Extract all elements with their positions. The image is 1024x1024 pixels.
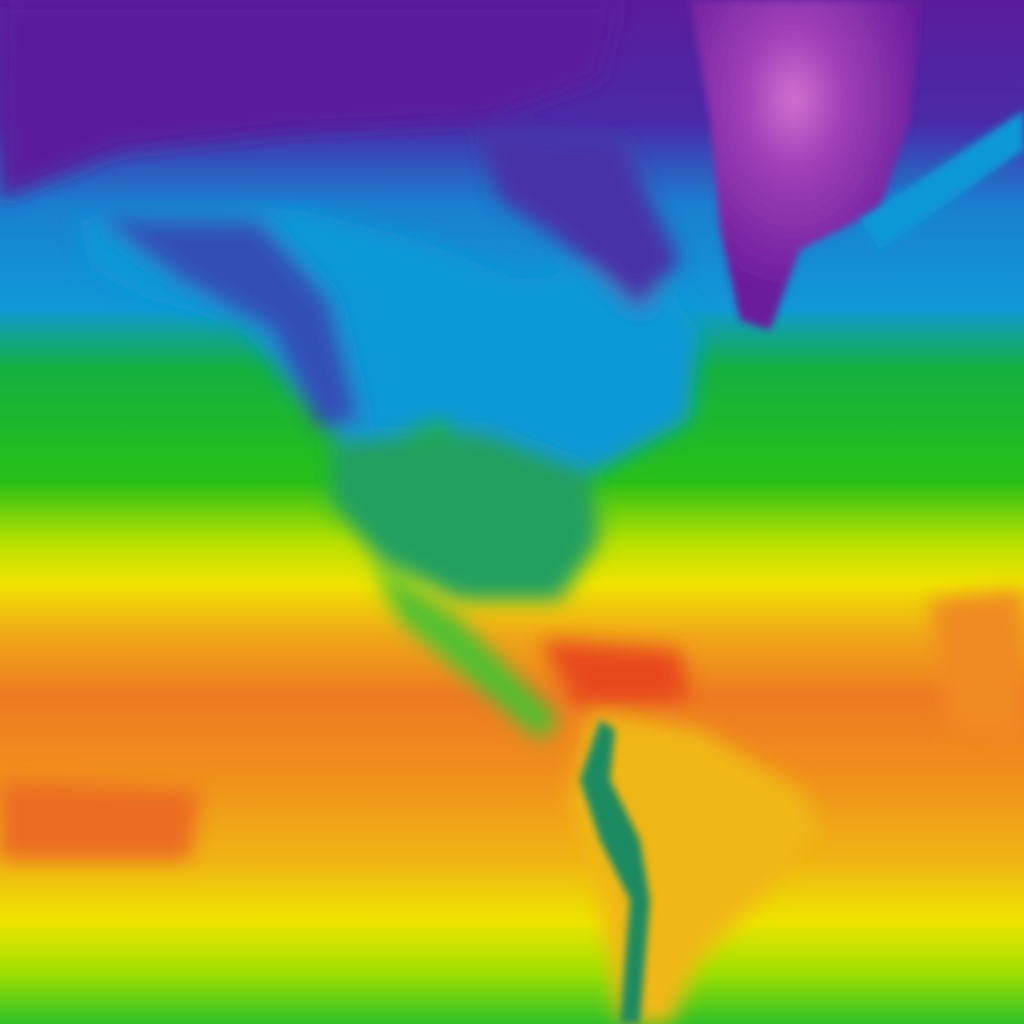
arctic-islands [480, 130, 680, 310]
andes [580, 720, 650, 1024]
central-america [370, 560, 560, 740]
us-interior [330, 430, 600, 600]
arctic [0, 0, 620, 200]
rockies-cold [100, 220, 360, 430]
pacific-warm [0, 780, 200, 860]
caribbean-warm [540, 640, 690, 710]
africa [930, 590, 1024, 740]
greenland [690, 0, 920, 330]
greenland-coast [860, 110, 1024, 250]
